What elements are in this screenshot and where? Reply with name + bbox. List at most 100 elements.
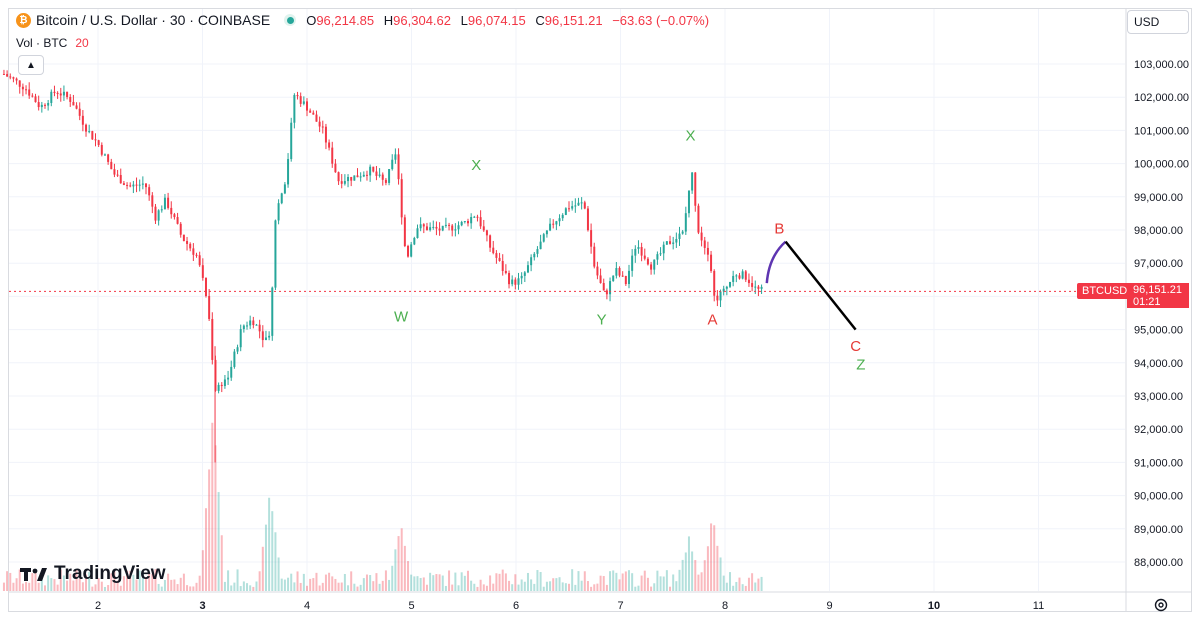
volume-bar	[299, 582, 302, 591]
volume-bar	[558, 577, 561, 591]
candle-body	[145, 183, 148, 188]
time-axis[interactable]: 2 3 4 5 6 7 8 9 10 11	[95, 600, 1044, 612]
time-tick-label: 11	[1033, 600, 1044, 612]
volume-bar	[204, 508, 207, 591]
volume-bar	[145, 577, 148, 591]
candle-body	[593, 246, 596, 267]
candle-body	[602, 283, 605, 291]
volume-bar	[97, 578, 100, 591]
candle-body	[545, 230, 548, 235]
candle-body	[138, 184, 141, 186]
candle-body	[609, 281, 612, 295]
volume-bar	[186, 585, 189, 591]
candle-body	[167, 197, 170, 208]
volume-bar	[6, 571, 9, 591]
volume-bar	[296, 571, 299, 591]
candle-body	[242, 325, 245, 330]
candle-body	[552, 223, 555, 225]
candle-body	[760, 286, 763, 289]
candle-body	[454, 229, 457, 231]
volume-bar	[400, 528, 403, 591]
volume-bar	[703, 560, 706, 591]
candle-body	[236, 347, 239, 352]
volume-bar	[249, 585, 252, 591]
collapse-legend-button[interactable]: ▲	[18, 55, 44, 75]
volume-bar	[571, 569, 574, 591]
volume-bar	[208, 469, 211, 591]
volume-bar	[643, 570, 646, 591]
candle-body	[337, 172, 340, 182]
currency-selector[interactable]: USD	[1127, 10, 1189, 34]
candle-body	[12, 77, 15, 79]
candle-body	[485, 230, 488, 236]
volume-bar	[394, 549, 397, 591]
volume-bar	[517, 584, 520, 591]
candle-body	[81, 115, 84, 125]
volume-bar	[583, 571, 586, 591]
volume-bar	[375, 573, 378, 591]
volume-bar	[81, 582, 84, 591]
volume-bar	[91, 586, 94, 591]
volume-bar	[470, 580, 473, 591]
tradingview-watermark: TradingView	[20, 563, 166, 585]
candle-body	[170, 207, 173, 215]
volume-bar	[605, 584, 608, 591]
candle-body	[280, 193, 283, 204]
volume-bar	[157, 583, 160, 591]
volume-bar	[53, 579, 56, 591]
candle-body	[713, 270, 716, 296]
time-tick-label: 10	[928, 600, 940, 612]
volume-bar	[482, 584, 485, 591]
candle-body	[407, 246, 410, 257]
volume-bar	[255, 581, 258, 591]
candle-body	[189, 243, 192, 249]
volume-bar	[69, 573, 72, 591]
volume-bar	[716, 545, 719, 591]
volume-bar	[678, 569, 681, 591]
candle-body	[571, 206, 574, 209]
volume-bar	[501, 569, 504, 591]
volume-bar	[612, 570, 615, 591]
volume-bar	[574, 584, 577, 591]
candle-body	[498, 257, 501, 261]
candle-body	[31, 95, 34, 97]
candle-body	[687, 190, 690, 214]
candle-body	[246, 325, 249, 327]
candle-body	[530, 257, 533, 266]
candle-body	[176, 217, 179, 224]
volume-bar	[214, 445, 217, 591]
candle-body	[669, 241, 672, 244]
symbol-title[interactable]: Bitcoin / U.S. Dollar · 30 · COINBASE	[36, 12, 271, 28]
candle-body	[15, 78, 18, 81]
candle-body	[353, 175, 356, 181]
candle-body	[599, 275, 602, 284]
candle-body	[381, 174, 384, 180]
volume-bar	[359, 584, 362, 591]
candle-body	[536, 249, 539, 254]
candle-body	[422, 224, 425, 227]
volume-bar	[230, 585, 233, 591]
volume-bar	[179, 577, 182, 591]
volume-bar	[429, 572, 432, 591]
volume-bar	[381, 580, 384, 591]
price-axis[interactable]: 103,000.00 102,000.00 101,000.00 100,000.00…	[1134, 59, 1189, 569]
volume-bar	[110, 573, 113, 591]
candle-body	[741, 271, 744, 279]
volume-bar	[176, 584, 179, 591]
candle-body	[653, 259, 656, 270]
candle-body	[47, 102, 50, 106]
volume-label[interactable]: Vol · BTC	[16, 36, 68, 50]
candle-body	[69, 97, 72, 102]
price-tick-label: 90,000.00	[1134, 491, 1183, 503]
candle-body	[492, 247, 495, 254]
volume-bar	[754, 582, 757, 591]
candle-body	[72, 101, 75, 106]
wave-c-projection-line	[784, 240, 857, 331]
change-value: −63.63 (−0.07%)	[612, 12, 710, 28]
candle-body	[495, 253, 498, 258]
chart-settings-button[interactable]	[1150, 596, 1172, 614]
volume-bar	[122, 576, 125, 591]
chart-grid	[9, 9, 1125, 591]
candle-body	[482, 226, 485, 231]
